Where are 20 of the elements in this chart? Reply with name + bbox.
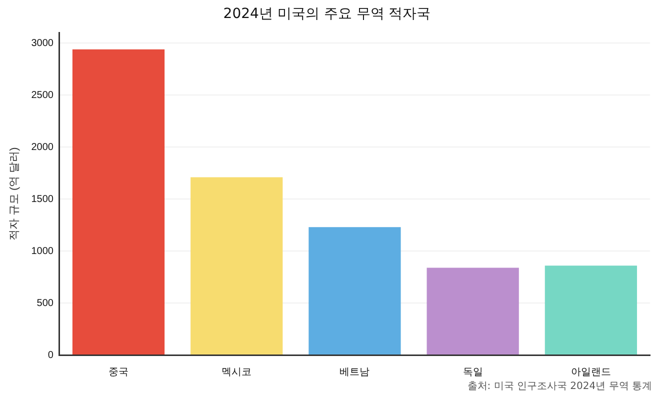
y-tick-label: 3000 [31,38,54,49]
bar [308,227,401,354]
y-tick-label: 0 [48,350,54,361]
y-tick-label: 1500 [31,194,54,205]
x-tick-label: 중국 [108,366,128,378]
x-tick-label: 아일랜드 [570,366,611,378]
x-tick-label: 독일 [462,366,483,378]
y-tick-label: 1000 [31,246,54,257]
x-tick-label: 베트남 [340,366,370,378]
chart-title: 2024년 미국의 주요 무역 적자국 [223,6,431,22]
y-tick-label: 2000 [31,142,54,153]
source-note: 출처: 미국 인구조사국 2024년 무역 통계 [467,380,652,393]
bar [190,177,283,354]
y-tick-label: 2500 [31,90,54,101]
bar [426,268,519,354]
x-tick-label: 멕시코 [222,366,252,378]
y-tick-label: 500 [36,298,54,309]
bar [544,266,638,354]
y-axis-title: 적자 규모 (억 달러) [8,147,21,241]
bar [72,49,165,354]
